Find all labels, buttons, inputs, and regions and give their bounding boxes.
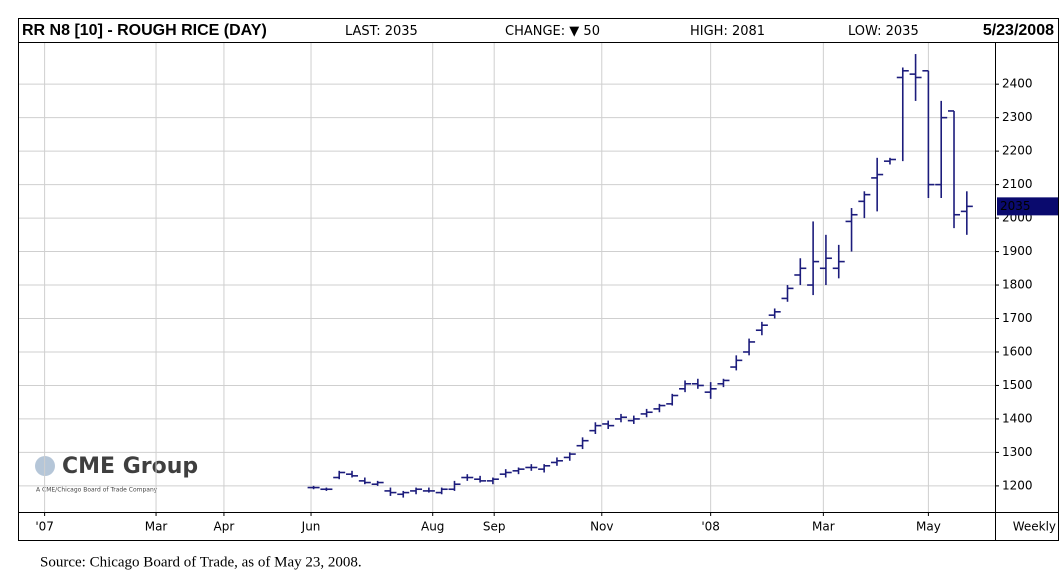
ohlc-bar [525,464,538,471]
x-tick-label: Aug [421,520,444,534]
x-tick-label: Jun [301,520,321,534]
ohlc-bar [755,321,768,336]
ohlc-bar [320,487,333,491]
x-tick-label: Nov [590,520,613,534]
y-tick-label: 1900 [1002,244,1033,258]
ohlc-bar [614,413,627,423]
ohlc-bar [666,393,679,406]
ohlc-bar [896,67,909,162]
stat: LAST: 2035 [345,24,418,39]
x-tick-label: May [916,520,941,534]
logo-tagline: A CME/Chicago Board of Trade Company [36,487,158,494]
chart-frame [18,18,1059,541]
y-tick-label: 1700 [1002,311,1033,325]
ohlc-bar [832,244,845,279]
y-tick-label: 1300 [1002,445,1033,459]
ohlc-bar [499,469,512,478]
ohlc-bar [461,474,474,481]
ohlc-bar [781,285,794,302]
ohlc-bar [819,234,832,286]
stat-label: HIGH: [690,24,728,39]
logo-text: CME Group [62,454,198,479]
ohlc-bar [448,480,461,491]
ohlc-bar [653,403,666,413]
stat: LOW: 2035 [848,24,919,39]
ohlc-bar [627,415,640,424]
x-tick-label: '07 [35,520,54,534]
ohlc-bar [346,470,359,478]
ohlc-bar [922,69,935,198]
ohlc-bar [384,487,397,496]
ohlc-bar [679,380,692,393]
last-price-box [997,197,1058,216]
y-tick-label: 1800 [1002,278,1033,292]
stat-symbol: ▼ [569,24,579,39]
ohlc-bar [935,100,948,198]
ohlc-bar [512,467,525,475]
stat: CHANGE: ▼ 50 [505,24,600,39]
y-tick-label: 2200 [1002,144,1033,158]
stat-value: 50 [583,24,600,39]
y-tick-label: 2400 [1002,77,1033,91]
chart-title: RR N8 [10] - ROUGH RICE (DAY) [22,22,267,39]
ohlc-bar [871,157,884,212]
ohlc-bar [909,54,922,101]
ohlc-bar [794,258,807,286]
ohlc-bar [371,480,384,486]
stat-label: CHANGE: [505,24,565,39]
ohlc-bar [422,487,435,493]
ohlc-bar [845,208,858,252]
x-tick-label: Mar [145,520,168,534]
ohlc-bar [883,157,896,165]
x-tick-label: '08 [701,520,720,534]
ohlc-bar [486,477,499,485]
ohlc-bar [640,408,653,418]
ohlc-bar [410,487,423,495]
ohlc-bar [474,475,487,483]
ohlc-bar [704,382,717,399]
y-tick-label: 2300 [1002,110,1033,124]
ohlc-bar [602,420,615,429]
ohlc-bar [730,355,743,371]
ohlc-bar [563,452,576,461]
ohlc-bar [550,457,563,466]
ohlc-bar [858,191,871,219]
y-tick-label: 1500 [1002,378,1033,392]
ohlc-bar [307,485,320,490]
y-tick-label: 1600 [1002,344,1033,358]
y-tick-label: 2100 [1002,177,1033,191]
ohlc-bar [960,191,973,235]
last-price-label: 2035 [1000,199,1031,213]
ohlc-bar [333,470,346,480]
y-tick-label: 1200 [1002,478,1033,492]
ohlc-bar [397,490,410,498]
ohlc-bar [576,437,589,450]
ohlc-bar [435,487,448,495]
ohlc-bar [807,221,820,296]
ohlc-bar [717,378,730,388]
stat-value: 2035 [886,24,919,39]
y-tick-label: 1400 [1002,411,1033,425]
stat-label: LOW: [848,24,881,39]
ohlc-bar [948,110,961,229]
ohlc-bar [768,308,781,319]
ohlc-bar [589,422,602,435]
ohlc-bar [538,464,551,473]
ohlc-bar [691,378,704,389]
ohlc-bar [358,477,371,485]
ohlc-bar [743,338,756,356]
x-tick-label: Sep [483,520,506,534]
stat: HIGH: 2081 [690,24,765,39]
stat-value: 2035 [385,24,418,39]
date: 5/23/2008 [983,22,1054,39]
stat-label: LAST: [345,24,381,39]
stat-value: 2081 [732,24,765,39]
interval-label: Weekly [1013,520,1056,534]
source-note: Source: Chicago Board of Trade, as of Ma… [40,554,362,570]
x-tick-label: Mar [812,520,835,534]
x-tick-label: Apr [214,520,235,534]
